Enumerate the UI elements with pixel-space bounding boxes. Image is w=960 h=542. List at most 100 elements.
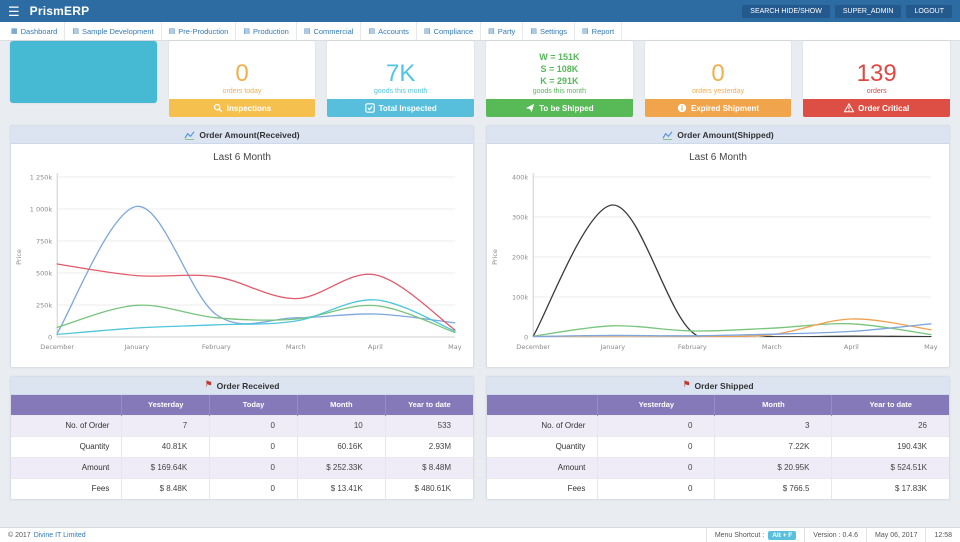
nav-item-pre-production[interactable]: ▤ Pre-Production — [162, 22, 237, 40]
user-button[interactable]: SUPER_ADMIN — [834, 4, 902, 18]
footer-right: Menu Shortcut : Alt + F Version : 0.4.6 … — [705, 528, 960, 542]
table-cell: 0 — [209, 456, 298, 478]
stat-card-total-inspected: 7K goods this month Total Inspected — [327, 41, 475, 117]
table-cell: 40.81K — [121, 435, 211, 457]
nav-item-label: Party — [497, 26, 516, 36]
company-link[interactable]: Divine IT Limited — [33, 531, 86, 539]
table-cell: 533 — [385, 414, 473, 436]
table-row: No. of Order 0 3 26 — [487, 414, 949, 436]
search-hide-show-button[interactable]: SEARCH HIDE/SHOW — [742, 4, 830, 18]
menu-grid-icon: ▤ — [423, 26, 431, 35]
table-cell: 26 — [831, 414, 949, 436]
table-cell: 190.43K — [831, 435, 949, 457]
series-line-black — [532, 204, 932, 337]
table-cell: 2.93M — [385, 435, 473, 457]
row-label: No. of Order — [487, 414, 599, 436]
y-axis-label: Price — [491, 249, 499, 265]
series-line-green — [532, 322, 932, 337]
column-header: Month — [714, 395, 833, 415]
order-critical-button[interactable]: Order Critical — [803, 99, 951, 117]
nav-item-commercial[interactable]: ▤ Commercial — [297, 22, 362, 40]
menu-grid-icon: ▤ — [303, 26, 311, 35]
stat-card-inspections: 0 orders today Inspections — [168, 41, 316, 117]
topbar: ☰ PrismERP SEARCH HIDE/SHOW SUPER_ADMIN … — [0, 0, 960, 22]
nav-item-production[interactable]: ▤ Production — [236, 22, 297, 40]
footer: © 2017 Divine IT Limited Menu Shortcut :… — [0, 527, 960, 542]
nav-item-label: Dashboard — [20, 26, 58, 36]
x-tick-label: December — [40, 343, 74, 351]
y-tick-label: 500k — [36, 269, 52, 277]
line-chart-icon — [184, 130, 195, 140]
x-tick-label: March — [762, 343, 782, 351]
charts-row: Order Amount(Received) Last 6 Month 0 250… — [10, 125, 950, 368]
x-tick-label: March — [286, 343, 306, 351]
logout-button[interactable]: LOGOUT — [906, 4, 952, 18]
stat-card-body: 0 orders yesterday — [644, 41, 792, 99]
x-tick-label: February — [202, 343, 231, 351]
y-tick-label: 1 250k — [30, 173, 53, 181]
table-row: Quantity 40.81K 0 60.16K 2.93M — [11, 435, 473, 457]
y-tick-label: 0 — [48, 333, 52, 341]
expired-shipment-button[interactable]: Expired Shipment — [644, 99, 792, 117]
menu-grid-icon: ▤ — [488, 26, 495, 35]
nav-item-label: Sample Development — [81, 26, 154, 36]
y-tick-label: 1 000k — [30, 205, 53, 213]
nav-item-label: Production — [252, 26, 289, 36]
order-amount-received-panel: Order Amount(Received) Last 6 Month 0 250… — [10, 125, 474, 368]
total-inspected-button[interactable]: Total Inspected — [327, 99, 475, 117]
ship-icon — [525, 103, 535, 113]
order-shipped-panel: ⚑ Order Shipped Yesterday Month Year to da… — [486, 376, 950, 500]
order-amount-shipped-header: Order Amount(Shipped) — [487, 126, 949, 144]
table-cell: $ 20.95K — [714, 456, 833, 478]
order-received-header: ⚑ Order Received — [11, 377, 473, 395]
order-shipped-header: ⚑ Order Shipped — [487, 377, 949, 395]
orders-yesterday-value: 0 — [711, 60, 725, 87]
row-label: Fees — [11, 477, 123, 499]
to-be-shipped-button-label: To be Shipped — [539, 103, 594, 113]
hamburger-icon[interactable]: ☰ — [8, 3, 20, 19]
column-header: Year to date — [831, 395, 949, 415]
table-cell: 0 — [209, 414, 298, 436]
menu-grid-icon: ▤ — [72, 26, 79, 35]
table-cell: 0 — [597, 435, 716, 457]
nav-item-party[interactable]: ▤ Party — [481, 22, 524, 40]
orders-critical-caption: orders — [866, 88, 887, 95]
nav-item-sample-development[interactable]: ▤ Sample Development — [65, 22, 162, 40]
series-line-green — [56, 304, 456, 334]
x-tick-label: May — [924, 343, 938, 351]
version-text: Version : 0.4.6 — [813, 531, 859, 539]
topbar-right: SEARCH HIDE/SHOW SUPER_ADMIN LOGOUT — [742, 4, 952, 18]
nav-item-accounts[interactable]: ▤ Accounts — [361, 22, 417, 40]
x-tick-label: April — [368, 343, 383, 351]
column-header: Month — [297, 395, 386, 415]
dashboard-icon: ▦ — [11, 26, 18, 35]
nav-item-report[interactable]: ▤ Report — [575, 22, 623, 40]
chart-title: Last 6 Month — [689, 152, 747, 163]
nav-item-dashboard[interactable]: ▦ Dashboard — [4, 22, 66, 40]
stat-card-order-critical: 139 orders Order Critical — [803, 41, 951, 117]
table-header-row: Yesterday Today Month Year to date — [11, 395, 473, 415]
app-title: PrismERP — [29, 4, 90, 18]
row-label: Amount — [11, 456, 123, 478]
x-tick-label: May — [448, 343, 462, 351]
table-cell: 0 — [597, 456, 716, 478]
row-label: Amount — [487, 456, 599, 478]
table-cell: $ 8.48M — [385, 456, 473, 478]
to-be-shipped-button[interactable]: To be Shipped — [486, 99, 633, 117]
menu-grid-icon: ▤ — [582, 26, 589, 35]
menu-shortcut-segment: Menu Shortcut : Alt + F — [705, 528, 804, 542]
check-square-icon — [364, 103, 375, 113]
table-cell: 0 — [597, 414, 716, 436]
y-tick-label: 200k — [512, 253, 528, 261]
y-tick-label: 400k — [512, 173, 528, 181]
info-icon — [677, 103, 687, 113]
y-tick-label: 250k — [36, 301, 52, 309]
nav-item-settings[interactable]: ▤ Settings — [523, 22, 576, 40]
inspections-button[interactable]: Inspections — [168, 99, 316, 117]
teal-placeholder-block — [10, 41, 157, 103]
order-critical-button-label: Order Critical — [858, 103, 910, 113]
row-label: No. of Order — [11, 414, 123, 436]
menu-shortcut-label: Menu Shortcut : — [714, 531, 765, 539]
nav-item-compliance[interactable]: ▤ Compliance — [417, 22, 482, 40]
goods-this-month-caption: goods this month — [374, 88, 428, 95]
